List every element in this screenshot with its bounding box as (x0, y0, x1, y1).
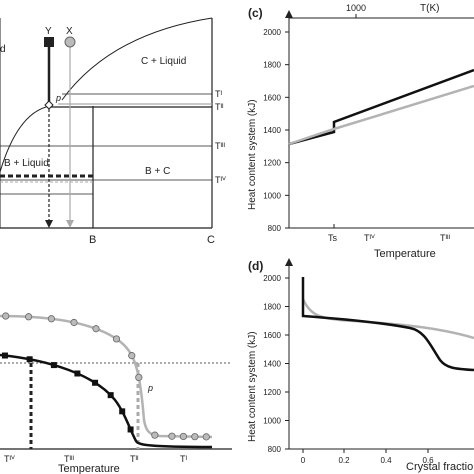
c-ytick-label: 1400 (263, 126, 281, 135)
c-black-line (288, 68, 474, 146)
axis-c-label: C (207, 234, 215, 246)
c-top-axis-arrow (285, 10, 293, 18)
region-c-liquid-label: C + Liquid (141, 56, 186, 67)
gray-curve-marker (112, 335, 121, 343)
t2-label: Tᴵᴵ (215, 102, 224, 112)
gray-curve-marker (2, 312, 10, 320)
gray-curve-marker (151, 431, 159, 439)
point-y-label: Y (45, 26, 52, 37)
d-y-axis-arrow (285, 258, 293, 266)
c-ytick-label: 1000 (263, 191, 281, 200)
c-ytick-label: 1200 (263, 159, 281, 168)
c-xlabel: Temperature (374, 248, 436, 260)
c-ytick-label: 2000 (263, 28, 281, 37)
gray-curve-marker (179, 432, 187, 441)
gray-curve-marker (70, 318, 78, 327)
axis-b-label: B (89, 234, 96, 246)
region-b-c-label: B + C (145, 166, 170, 177)
d-ytick-label: 2000 (263, 274, 281, 283)
black-curve-marker (1, 352, 8, 359)
b-tick-ti: Tᴵ (180, 454, 187, 464)
x-arrow-head (66, 220, 74, 228)
liquidus-b (0, 105, 51, 173)
gray-curve-marker (202, 433, 210, 441)
c-ylabel: Heat content system (kJ) (247, 99, 258, 210)
point-p-label: p (55, 93, 61, 103)
c-ytick-label: 800 (268, 224, 282, 233)
d-xtick-label: 0.2 (338, 456, 350, 465)
liquidus-c (61, 17, 213, 101)
t4-label: Tᴵⱽ (215, 175, 226, 185)
panel-c-letter: (c) (248, 6, 263, 20)
d-ytick-label: 1800 (263, 303, 281, 312)
b-xlabel: Temperature (58, 463, 120, 474)
x-marker (64, 36, 76, 48)
panel-b: p Tᴵⱽ Tᴵᴵᴵ Tᴵᴵ Tᴵ Temperature (0, 312, 232, 474)
black-curve-marker (92, 379, 99, 386)
d-ytick-label: 800 (268, 445, 282, 454)
d-black-curve (301, 277, 474, 372)
black-curve-marker (50, 362, 57, 369)
black-curve-marker (107, 392, 114, 399)
gray-curve-marker (47, 315, 56, 323)
black-curve-marker (119, 408, 126, 415)
c-top-tick-label: 1000 (346, 3, 366, 13)
panel-c: (c) 1000 T(K) 2000 1800 1600 1400 1200 1000 80… (247, 3, 474, 260)
point-p-marker (44, 100, 54, 110)
d-xtick-label: 0.4 (380, 456, 392, 465)
c-top-label: T(K) (420, 3, 439, 14)
b-tick-tiv: Tᴵⱽ (4, 454, 15, 464)
y-arrow-head (45, 220, 53, 228)
c-gray-line (288, 84, 474, 146)
d-ytick-label: 1400 (263, 360, 281, 369)
point-x-label: X (66, 26, 73, 37)
c-tick-tiv-label: Tᴵⱽ (364, 233, 375, 243)
panel-a: Y X p d C + Liquid B + Liquid B + C Tᴵ T… (0, 17, 226, 246)
b-tick-tii: Tᴵᴵ (130, 454, 139, 464)
gray-curve-marker (25, 313, 33, 321)
d-ytick-label: 1200 (263, 388, 281, 397)
d-ytick-label: 1000 (263, 417, 281, 426)
d-xtick-label: 0 (301, 456, 306, 465)
t1-label: Tᴵ (215, 89, 222, 99)
black-curve-marker (127, 426, 134, 433)
c-ytick-label: 1800 (263, 61, 281, 70)
d-ytick-label: 1600 (263, 331, 281, 340)
t3-label: Tᴵᴵᴵ (215, 141, 226, 151)
b-tick-tiii: Tᴵᴵᴵ (64, 454, 75, 464)
gray-curve-marker (128, 352, 136, 360)
c-tick-ts-label: Ts (328, 233, 338, 243)
c-ytick-label: 1600 (263, 93, 281, 102)
region-liquid-label: d (0, 44, 6, 55)
gray-curve (0, 314, 213, 439)
black-curve-marker (26, 356, 33, 363)
gray-curve-marker (168, 432, 176, 440)
region-b-liquid-label: B + Liquid (4, 158, 49, 169)
gray-curve-marker (191, 433, 199, 441)
y-marker (44, 37, 54, 47)
black-curve-marker (74, 370, 81, 377)
panel-d: (d) 2000 1800 1600 1400 1200 1000 800 0 0.2 0.4 0… (247, 258, 474, 473)
c-tick-tiii-label: Tᴵᴵᴵ (440, 233, 451, 243)
panel-d-letter: (d) (248, 259, 263, 273)
d-xtick-label: 0.6 (422, 456, 434, 465)
gray-curve-marker (92, 325, 100, 333)
gray-curve-marker (135, 373, 143, 381)
d-xlabel: Crystal fraction (406, 461, 474, 473)
d-ylabel: Heat content system (kJ) (247, 331, 258, 442)
b-point-p-label: p (147, 383, 153, 393)
